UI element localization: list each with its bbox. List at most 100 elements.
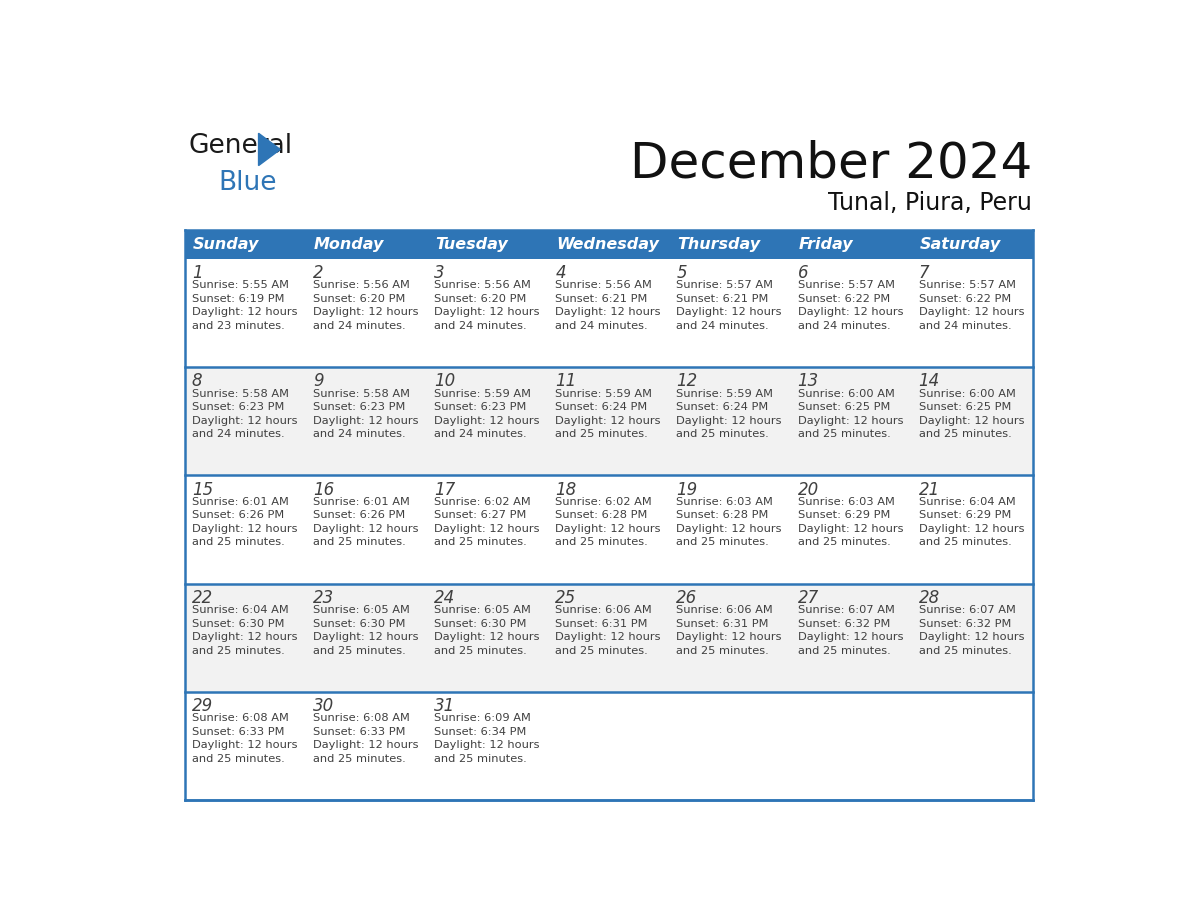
Text: Sunrise: 5:57 AM: Sunrise: 5:57 AM [797, 280, 895, 290]
Text: Sunrise: 5:58 AM: Sunrise: 5:58 AM [192, 388, 289, 398]
Text: 8: 8 [192, 373, 202, 390]
Text: Sunrise: 5:56 AM: Sunrise: 5:56 AM [434, 280, 531, 290]
Text: Sunset: 6:30 PM: Sunset: 6:30 PM [192, 619, 284, 629]
Text: Sunset: 6:23 PM: Sunset: 6:23 PM [434, 402, 526, 412]
Text: and 25 minutes.: and 25 minutes. [797, 645, 890, 655]
Text: 3: 3 [434, 264, 444, 282]
Text: Sunset: 6:21 PM: Sunset: 6:21 PM [676, 294, 769, 304]
Text: 18: 18 [555, 481, 576, 498]
Text: and 25 minutes.: and 25 minutes. [312, 537, 406, 547]
Bar [185, 584, 307, 692]
Bar [428, 230, 549, 259]
Bar [549, 367, 669, 476]
Text: Daylight: 12 hours: Daylight: 12 hours [555, 524, 661, 533]
Text: 5: 5 [676, 264, 687, 282]
Text: and 24 minutes.: and 24 minutes. [312, 429, 405, 439]
Text: 14: 14 [918, 373, 940, 390]
Text: Sunset: 6:20 PM: Sunset: 6:20 PM [312, 294, 405, 304]
Text: and 25 minutes.: and 25 minutes. [918, 429, 1011, 439]
Text: 26: 26 [676, 589, 697, 607]
Bar [790, 476, 911, 584]
Text: Sunset: 6:28 PM: Sunset: 6:28 PM [555, 510, 647, 521]
Text: Tuesday: Tuesday [435, 237, 507, 252]
Text: 25: 25 [555, 589, 576, 607]
Text: and 25 minutes.: and 25 minutes. [797, 429, 890, 439]
Text: 20: 20 [797, 481, 819, 498]
Text: Sunrise: 6:01 AM: Sunrise: 6:01 AM [312, 497, 410, 507]
Text: Sunrise: 6:08 AM: Sunrise: 6:08 AM [312, 713, 410, 723]
Text: 29: 29 [192, 697, 213, 715]
Text: 30: 30 [312, 697, 334, 715]
Bar [549, 584, 669, 692]
Text: Blue: Blue [219, 170, 277, 196]
Bar [669, 259, 790, 367]
Text: 13: 13 [797, 373, 819, 390]
Bar [307, 476, 428, 584]
Bar [428, 476, 549, 584]
Text: Sunset: 6:33 PM: Sunset: 6:33 PM [312, 727, 405, 737]
Text: 22: 22 [192, 589, 213, 607]
Text: Sunrise: 6:06 AM: Sunrise: 6:06 AM [676, 605, 773, 615]
Text: and 25 minutes.: and 25 minutes. [555, 645, 647, 655]
Text: Sunset: 6:26 PM: Sunset: 6:26 PM [312, 510, 405, 521]
Text: and 25 minutes.: and 25 minutes. [434, 754, 527, 764]
Text: and 24 minutes.: and 24 minutes. [918, 320, 1011, 330]
Text: Sunrise: 6:04 AM: Sunrise: 6:04 AM [918, 497, 1016, 507]
Bar [428, 259, 549, 367]
Text: Sunrise: 6:02 AM: Sunrise: 6:02 AM [434, 497, 531, 507]
Text: Daylight: 12 hours: Daylight: 12 hours [797, 308, 903, 318]
Text: Sunrise: 6:07 AM: Sunrise: 6:07 AM [797, 605, 895, 615]
Text: Sunrise: 6:08 AM: Sunrise: 6:08 AM [192, 713, 289, 723]
Text: Sunrise: 6:04 AM: Sunrise: 6:04 AM [192, 605, 289, 615]
Text: Sunrise: 5:55 AM: Sunrise: 5:55 AM [192, 280, 289, 290]
Text: Sunrise: 5:59 AM: Sunrise: 5:59 AM [555, 388, 652, 398]
Text: 2: 2 [312, 264, 323, 282]
Text: Sunrise: 6:03 AM: Sunrise: 6:03 AM [676, 497, 773, 507]
Text: Friday: Friday [798, 237, 853, 252]
Text: Daylight: 12 hours: Daylight: 12 hours [312, 308, 418, 318]
Text: Sunrise: 6:05 AM: Sunrise: 6:05 AM [312, 605, 410, 615]
Text: Daylight: 12 hours: Daylight: 12 hours [192, 308, 297, 318]
Text: December 2024: December 2024 [630, 140, 1032, 187]
Text: 31: 31 [434, 697, 455, 715]
Text: 24: 24 [434, 589, 455, 607]
Polygon shape [259, 133, 280, 165]
Text: Sunrise: 5:58 AM: Sunrise: 5:58 AM [312, 388, 410, 398]
Bar [669, 584, 790, 692]
Text: Daylight: 12 hours: Daylight: 12 hours [555, 633, 661, 642]
Bar [669, 692, 790, 800]
Text: Sunrise: 6:06 AM: Sunrise: 6:06 AM [555, 605, 652, 615]
Text: Sunset: 6:30 PM: Sunset: 6:30 PM [434, 619, 526, 629]
Text: 1: 1 [192, 264, 202, 282]
Text: and 25 minutes.: and 25 minutes. [918, 537, 1011, 547]
Bar [911, 259, 1032, 367]
Text: Sunrise: 6:09 AM: Sunrise: 6:09 AM [434, 713, 531, 723]
Text: 27: 27 [797, 589, 819, 607]
Text: and 25 minutes.: and 25 minutes. [192, 754, 285, 764]
Text: Daylight: 12 hours: Daylight: 12 hours [192, 524, 297, 533]
Bar [307, 259, 428, 367]
Text: and 24 minutes.: and 24 minutes. [434, 320, 526, 330]
Text: and 25 minutes.: and 25 minutes. [676, 537, 769, 547]
Text: 15: 15 [192, 481, 213, 498]
Bar [790, 584, 911, 692]
Text: Sunset: 6:20 PM: Sunset: 6:20 PM [434, 294, 526, 304]
Text: Daylight: 12 hours: Daylight: 12 hours [918, 416, 1024, 426]
Text: Sunrise: 5:59 AM: Sunrise: 5:59 AM [676, 388, 773, 398]
Text: Sunrise: 6:03 AM: Sunrise: 6:03 AM [797, 497, 895, 507]
Text: Sunrise: 5:59 AM: Sunrise: 5:59 AM [434, 388, 531, 398]
Bar [669, 367, 790, 476]
Text: and 25 minutes.: and 25 minutes. [676, 429, 769, 439]
Text: Sunset: 6:33 PM: Sunset: 6:33 PM [192, 727, 284, 737]
Text: and 25 minutes.: and 25 minutes. [918, 645, 1011, 655]
Text: 12: 12 [676, 373, 697, 390]
Text: Daylight: 12 hours: Daylight: 12 hours [312, 524, 418, 533]
Text: 10: 10 [434, 373, 455, 390]
Text: Sunset: 6:29 PM: Sunset: 6:29 PM [797, 510, 890, 521]
Text: Daylight: 12 hours: Daylight: 12 hours [555, 416, 661, 426]
Text: Saturday: Saturday [920, 237, 1000, 252]
Text: 4: 4 [555, 264, 565, 282]
Text: 21: 21 [918, 481, 940, 498]
Text: Sunset: 6:24 PM: Sunset: 6:24 PM [676, 402, 769, 412]
Text: Monday: Monday [314, 237, 384, 252]
